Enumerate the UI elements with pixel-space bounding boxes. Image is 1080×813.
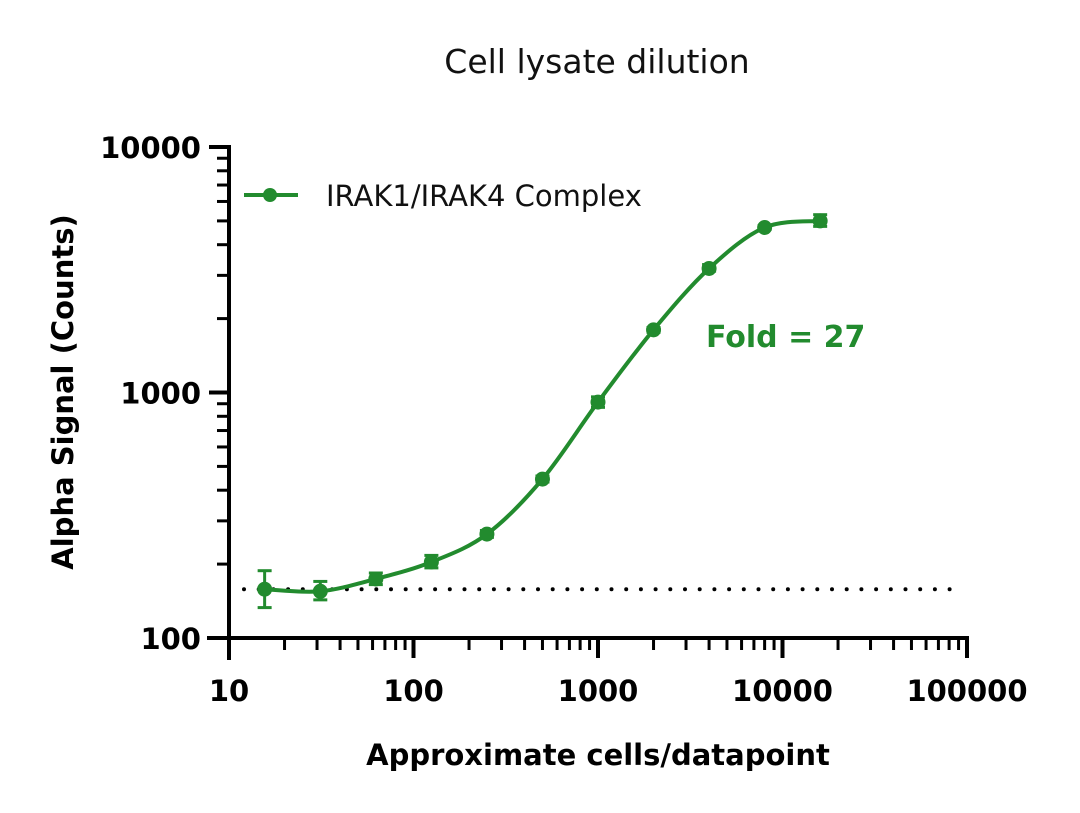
- x-tick-label: 10000: [732, 674, 833, 708]
- x-axis-label: Approximate cells/datapoint: [366, 738, 830, 772]
- y-tick-label: 10000: [100, 131, 201, 165]
- y-tick-label: 100: [140, 622, 201, 656]
- data-series: [257, 213, 828, 610]
- fit-curve: [264, 218, 821, 594]
- data-point-marker: [479, 526, 495, 542]
- y-tick-label: 1000: [120, 377, 201, 411]
- data-point-marker: [812, 213, 828, 229]
- y-axis-ticks: 100 1000 10000: [100, 131, 229, 656]
- data-point-marker: [423, 554, 439, 570]
- data-point-marker: [534, 471, 550, 487]
- x-tick-label: 10: [209, 674, 249, 708]
- fold-annotation: Fold = 27: [706, 320, 865, 355]
- data-point-marker: [701, 260, 717, 276]
- x-tick-label: 100000: [906, 674, 1027, 708]
- data-point-marker: [368, 571, 384, 587]
- data-point-marker: [312, 583, 328, 599]
- legend-marker-icon: [263, 188, 277, 202]
- data-point-marker: [757, 219, 773, 235]
- data-point-marker: [646, 322, 662, 338]
- legend-label: IRAK1/IRAK4 Complex: [326, 179, 642, 213]
- x-axis-ticks: 10 100 1000 10000 100000: [209, 638, 1028, 708]
- data-point-marker: [257, 581, 273, 597]
- chart-title: Cell lysate dilution: [444, 42, 749, 81]
- legend: IRAK1/IRAK4 Complex: [244, 179, 642, 213]
- x-tick-label: 100: [383, 674, 444, 708]
- x-tick-label: 1000: [558, 674, 639, 708]
- data-point-marker: [590, 394, 606, 410]
- y-axis-label: Alpha Signal (Counts): [46, 214, 80, 569]
